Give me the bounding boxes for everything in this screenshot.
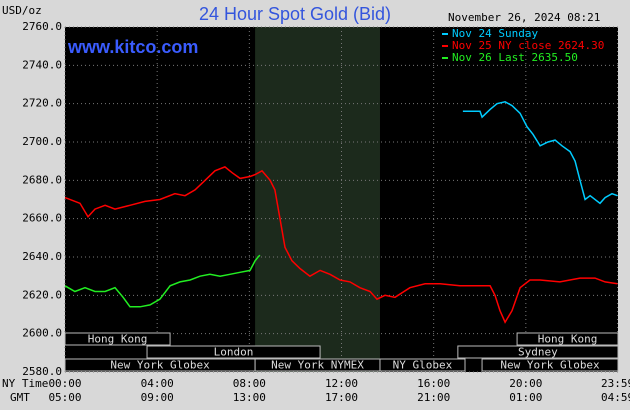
chart-title: 24 Hour Spot Gold (Bid) xyxy=(199,4,391,24)
x-tick-label: 12:00 xyxy=(325,377,358,390)
y-tick-label: 2680.0 xyxy=(22,173,62,186)
session-shade xyxy=(255,27,380,372)
gmt-tick-label: 21:00 xyxy=(417,391,450,404)
session-label: Hong Kong xyxy=(88,333,148,346)
session-bar xyxy=(146,345,321,359)
session-label: Hong Kong xyxy=(538,333,598,346)
session-label: NY Globex xyxy=(393,359,453,372)
y-tick-label: 2580.0 xyxy=(22,365,62,378)
y-unit: USD/oz xyxy=(2,4,42,17)
x-tick-label: 23:59 xyxy=(601,377,630,390)
y-tick-label: 2620.0 xyxy=(22,288,62,301)
legend-label: Nov 24 Sunday xyxy=(452,27,538,40)
x-row-label: NY Time xyxy=(2,377,48,390)
x-tick-label: 04:00 xyxy=(141,377,174,390)
gmt-tick-label: 04:59 xyxy=(601,391,630,404)
session-bar xyxy=(379,358,466,372)
series-line xyxy=(64,166,618,324)
session-label: New York Globex xyxy=(110,359,210,372)
series-line xyxy=(64,254,261,308)
website: www.kitco.com xyxy=(67,37,198,57)
session-bar xyxy=(457,345,619,359)
gmt-tick-label: 17:00 xyxy=(325,391,358,404)
series-line xyxy=(462,101,618,205)
legend-label: Nov 25 NY close 2624.30 xyxy=(452,39,604,52)
session-bar xyxy=(481,358,619,372)
gmt-tick-label: 01:00 xyxy=(509,391,542,404)
y-tick-label: 2700.0 xyxy=(22,135,62,148)
x-tick-label: 08:00 xyxy=(233,377,266,390)
gmt-tick-label: 13:00 xyxy=(233,391,266,404)
session-label: New York NYMEX xyxy=(271,359,364,372)
x-tick-label: 16:00 xyxy=(417,377,450,390)
x-tick-label: 20:00 xyxy=(509,377,542,390)
x-row-label: GMT xyxy=(10,391,30,404)
session-bar xyxy=(64,332,171,346)
session-label: New York Globex xyxy=(500,359,600,372)
gmt-tick-label: 05:00 xyxy=(48,391,81,404)
session-label: Sydney xyxy=(518,346,558,359)
y-tick-label: 2600.0 xyxy=(22,327,62,340)
y-tick-label: 2720.0 xyxy=(22,97,62,110)
y-tick-label: 2660.0 xyxy=(22,212,62,225)
legend-label: Nov 26 Last 2635.50 xyxy=(452,51,578,64)
session-bar xyxy=(516,332,619,346)
y-tick-label: 2740.0 xyxy=(22,58,62,71)
session-label: London xyxy=(214,346,254,359)
gmt-tick-label: 09:00 xyxy=(141,391,174,404)
y-tick-label: 2640.0 xyxy=(22,250,62,263)
y-tick-label: 2760.0 xyxy=(22,20,62,33)
x-tick-label: 00:00 xyxy=(48,377,81,390)
timestamp: November 26, 2024 08:21 xyxy=(448,11,600,24)
